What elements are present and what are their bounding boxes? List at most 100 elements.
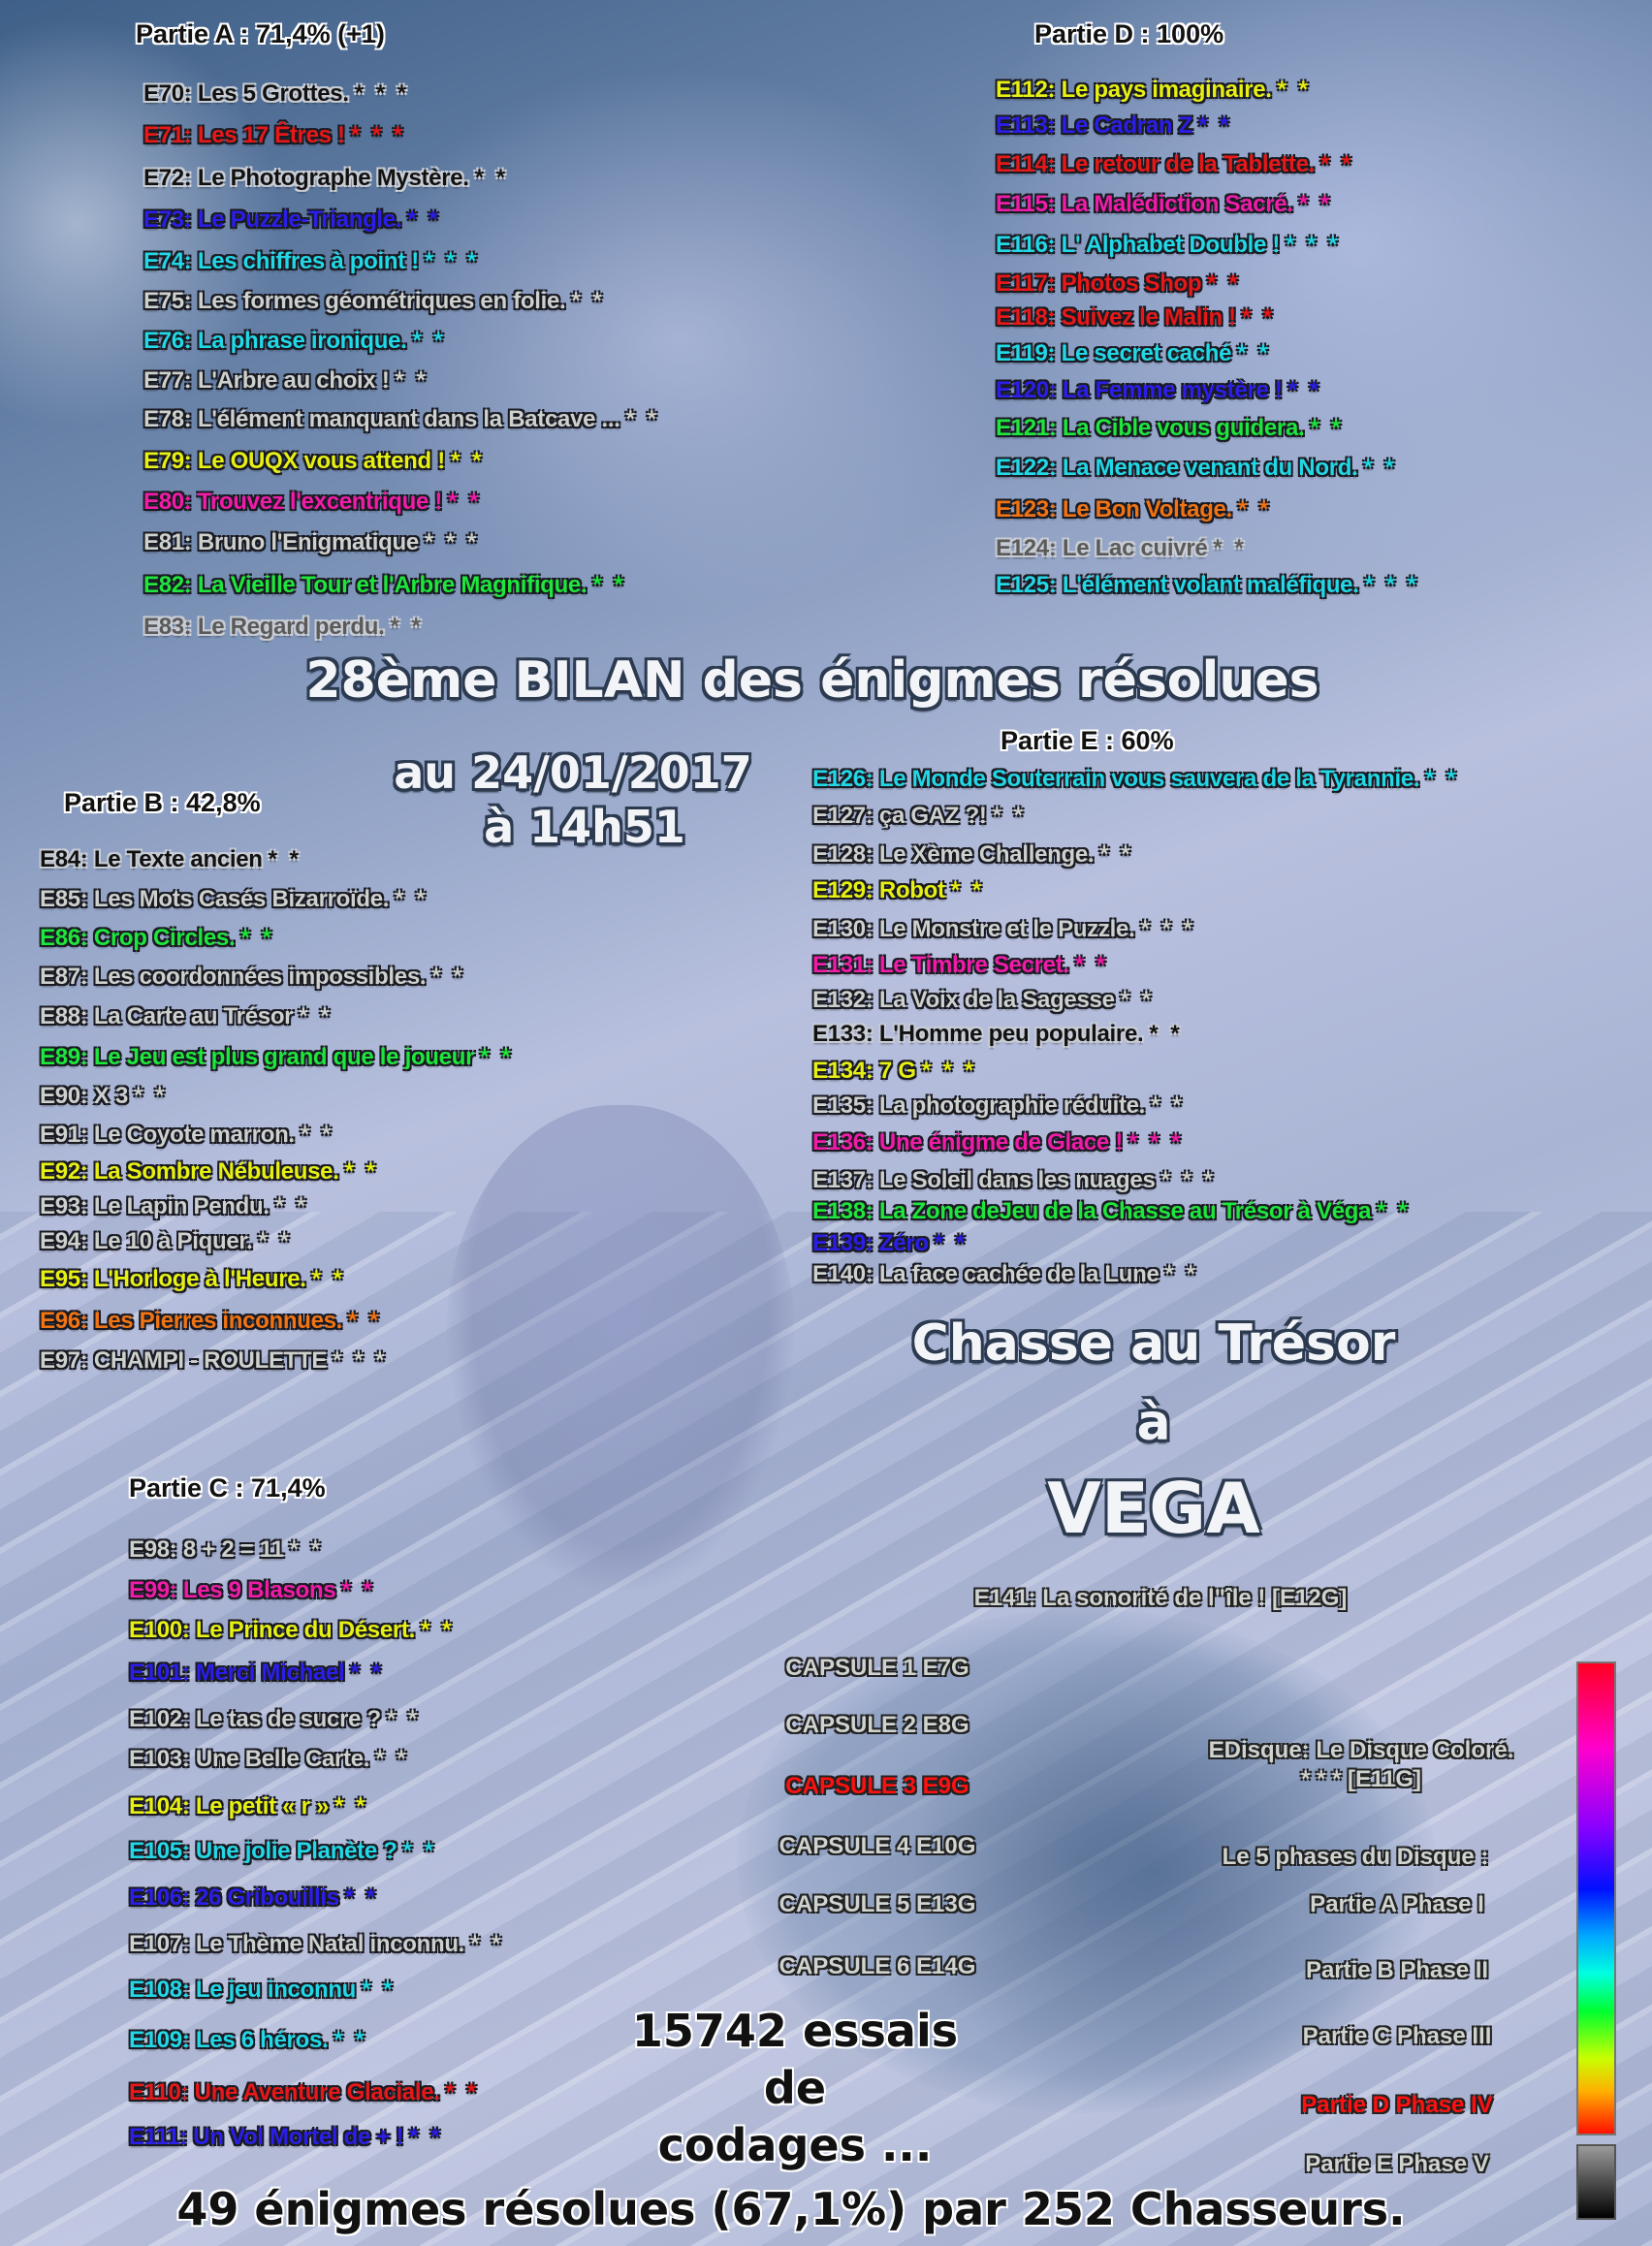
difficulty-stars: * * — [334, 1793, 368, 1819]
enigma-item: E111: Un Vol Mortel de + ! * * — [129, 2122, 443, 2153]
difficulty-stars: * * — [571, 288, 605, 314]
vega-title-line2: à — [1136, 1394, 1171, 1452]
enigma-label: E73: Le Puzzle-Triangle. — [143, 206, 402, 233]
e141-label: E141: La sonorité de l"île ! [E12G] — [973, 1585, 1348, 1611]
difficulty-stars: * * — [1241, 304, 1276, 331]
capsule-label: CAPSULE 5 E13G — [778, 1891, 976, 1917]
enigma-item: E74: Les chiffres à point ! * * * — [143, 246, 479, 277]
enigma-item: E94: Le 10 à Piquer. * * — [40, 1226, 292, 1257]
difficulty-stars: * * — [625, 406, 659, 432]
enigma-item: E99: Les 9 Blasons * * — [129, 1575, 375, 1606]
enigma-label: E115: La Malédiction Sacré. — [996, 191, 1293, 217]
enigma-label: E119: Le secret caché — [996, 340, 1232, 366]
enigma-item: E121: La Cible vous guidera. * * — [996, 413, 1344, 444]
enigma-label: E121: La Cible vous guidera. — [996, 415, 1305, 441]
enigma-item: E126: Le Monde Souterrain vous sauvera d… — [812, 764, 1459, 795]
difficulty-stars: * * — [409, 2124, 443, 2150]
vega-title-line1: Chasse au Trésor — [911, 1314, 1396, 1373]
enigma-label: E111: Un Vol Mortel de + ! — [129, 2124, 404, 2150]
enigma-item: E71: Les 17 Êtres ! * * * — [143, 120, 405, 151]
enigma-label: E83: Le Regard perdu. — [143, 614, 385, 640]
difficulty-stars: * * — [1237, 340, 1271, 366]
difficulty-stars: * * — [375, 1746, 409, 1772]
enigma-item: E89: Le Jeu est plus grand que le joueur… — [40, 1042, 513, 1073]
enigma-item: E102: Le tas de sucre ? * * — [129, 1704, 420, 1735]
difficulty-stars: * * — [421, 1617, 455, 1643]
difficulty-stars: * * — [592, 572, 626, 598]
enigma-item: E100: Le Prince du Désert. * * — [129, 1615, 454, 1646]
capsule-label: CAPSULE 4 E10G — [778, 1833, 976, 1859]
bilan-date: au 24/01/2017 — [394, 746, 752, 799]
enigma-label: E113: Le Cadran Z — [996, 112, 1192, 139]
enigma-item: E93: Le Lapin Pendu. * * — [40, 1191, 308, 1222]
enigma-label: E94: Le 10 à Piquer. — [40, 1228, 253, 1254]
difficulty-stars: * * — [299, 1003, 333, 1029]
enigma-label: E101: Merci Michael — [129, 1660, 345, 1686]
enigma-item: E135: La photographie réduite. * * — [812, 1091, 1184, 1122]
enigma-item: E113: Le Cadran Z * * — [996, 111, 1231, 142]
difficulty-stars: * * — [402, 1838, 436, 1864]
tries-line1: 15742 essais — [631, 2005, 959, 2057]
enigma-label: E72: Le Photographe Mystère. — [143, 165, 469, 191]
enigma-label: E95: L'Horloge à l'Heure. — [40, 1266, 306, 1292]
enigma-label: E127: ça GAZ ?! — [812, 803, 987, 829]
disque-line2: * * * [E11G] — [1300, 1766, 1422, 1792]
enigma-label: E116: L' Alphabet Double ! — [996, 232, 1281, 258]
phase-label: Partie A Phase I — [1310, 1891, 1484, 1917]
difficulty-stars: * * — [240, 925, 274, 951]
enigma-item: E133: L'Homme peu populaire. * * — [812, 1019, 1183, 1050]
enigma-item: E129: Robot * * — [812, 875, 984, 906]
enigma-label: E100: Le Prince du Désert. — [129, 1617, 415, 1643]
difficulty-stars: * * — [992, 803, 1026, 829]
enigma-item: E79: Le OUQX vous attend ! * * — [143, 446, 484, 477]
enigma-item: E95: L'Horloge à l'Heure. * * — [40, 1264, 345, 1295]
tries-line3: codages ... — [657, 2119, 933, 2171]
difficulty-stars: * * * — [1128, 1129, 1184, 1155]
enigma-item: E137: Le Soleil dans les nuages * * * — [812, 1165, 1216, 1196]
enigma-item: E124: Le Lac cuivré * * — [996, 533, 1247, 564]
enigma-label: E123: Le Bon Voltage. — [996, 496, 1232, 522]
enigma-item: E83: Le Regard perdu. * * — [143, 612, 424, 643]
enigma-item: E98: 8 + 2 = 11 * * — [129, 1534, 323, 1566]
enigma-item: E118: Suivez le Malin ! * * — [996, 302, 1275, 333]
difficulty-stars: * * — [1151, 1092, 1185, 1119]
difficulty-stars: * * — [1377, 1198, 1411, 1224]
difficulty-stars: * * — [1099, 841, 1133, 868]
enigma-label: E90: X 3 — [40, 1083, 128, 1109]
enigma-item: E109: Les 6 héros. * * — [129, 2025, 367, 2056]
enigma-item: E110: Une Aventure Glaciale. * * — [129, 2077, 479, 2108]
difficulty-stars: * * — [412, 328, 446, 354]
difficulty-stars: * * — [450, 448, 485, 474]
enigma-label: E92: La Sombre Nébuleuse. — [40, 1158, 339, 1185]
enigma-item: E87: Les coordonnées impossibles. * * — [40, 962, 465, 993]
partie-b-title: Partie B : 42,8% — [64, 788, 261, 817]
enigma-label: E140: La face cachée de la Lune — [812, 1261, 1160, 1287]
enigma-label: E138: La Zone deJeu de la Chasse au Trés… — [812, 1198, 1372, 1224]
difficulty-stars: * * * — [424, 248, 480, 274]
enigma-label: E71: Les 17 Êtres ! — [143, 122, 345, 148]
difficulty-stars: * * — [934, 1230, 969, 1256]
enigma-item: E138: La Zone deJeu de la Chasse au Trés… — [812, 1196, 1411, 1227]
difficulty-stars: * * — [268, 846, 302, 872]
enigma-label: E78: L'élément manquant dans la Batcave … — [143, 406, 620, 432]
enigma-item: E131: Le Timbre Secret. * * — [812, 950, 1108, 981]
bilan-time: à 14h51 — [484, 801, 685, 853]
difficulty-stars: * * — [1310, 415, 1344, 441]
enigma-label: E107: Le Thème Natal inconnu. — [129, 1931, 465, 1957]
enigma-item: E77: L'Arbre au choix ! * * — [143, 365, 429, 396]
enigma-label: E87: Les coordonnées impossibles. — [40, 964, 427, 990]
phase-label: Partie D Phase IV — [1301, 2092, 1493, 2118]
difficulty-stars: * * — [1425, 766, 1459, 792]
enigma-label: E105: Une jolie Planète ? — [129, 1838, 397, 1864]
enigma-item: E139: Zéro * * — [812, 1228, 968, 1259]
bilan-title: 28ème BILAN des énigmes résolues — [305, 651, 1319, 710]
enigma-item: E114: Le retour de la Tablette. * * — [996, 149, 1353, 180]
enigma-item: E127: ça GAZ ?! * * — [812, 801, 1026, 832]
enigma-label: E103: Une Belle Carte. — [129, 1746, 370, 1772]
difficulty-stars: * * — [390, 614, 424, 640]
difficulty-stars: * * — [350, 1660, 384, 1686]
enigma-label: E132: La Voix de la Sagesse — [812, 987, 1115, 1013]
enigma-label: E86: Crop Circles. — [40, 925, 236, 951]
enigma-label: E70: Les 5 Grottes. — [143, 80, 349, 107]
enigma-label: E91: Le Coyote marron. — [40, 1122, 295, 1148]
